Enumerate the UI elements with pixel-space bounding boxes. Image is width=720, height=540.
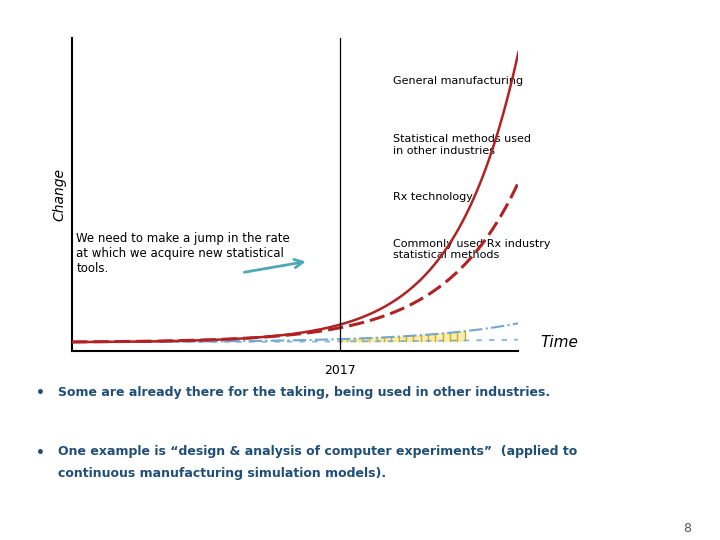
Text: •: • xyxy=(36,386,45,400)
Text: Some are already there for the taking, being used in other industries.: Some are already there for the taking, b… xyxy=(58,386,550,399)
Y-axis label: Change: Change xyxy=(53,168,66,221)
Text: Time: Time xyxy=(541,335,579,349)
Text: 2017: 2017 xyxy=(324,364,356,377)
Text: Commonly used Rx industry
statistical methods: Commonly used Rx industry statistical me… xyxy=(393,239,551,260)
Text: Statistical methods used
in other industries: Statistical methods used in other indust… xyxy=(393,134,531,156)
Text: 8: 8 xyxy=(683,522,691,535)
Text: One example is “design & analysis of computer experiments”  (applied to: One example is “design & analysis of com… xyxy=(58,446,577,458)
Text: We need to make a jump in the rate
at which we acquire new statistical
tools.: We need to make a jump in the rate at wh… xyxy=(76,232,290,275)
Text: continuous manufacturing simulation models).: continuous manufacturing simulation mode… xyxy=(58,467,386,480)
Text: Rx technology: Rx technology xyxy=(393,192,473,202)
Text: General manufacturing: General manufacturing xyxy=(393,76,523,86)
Text: •: • xyxy=(36,446,45,460)
